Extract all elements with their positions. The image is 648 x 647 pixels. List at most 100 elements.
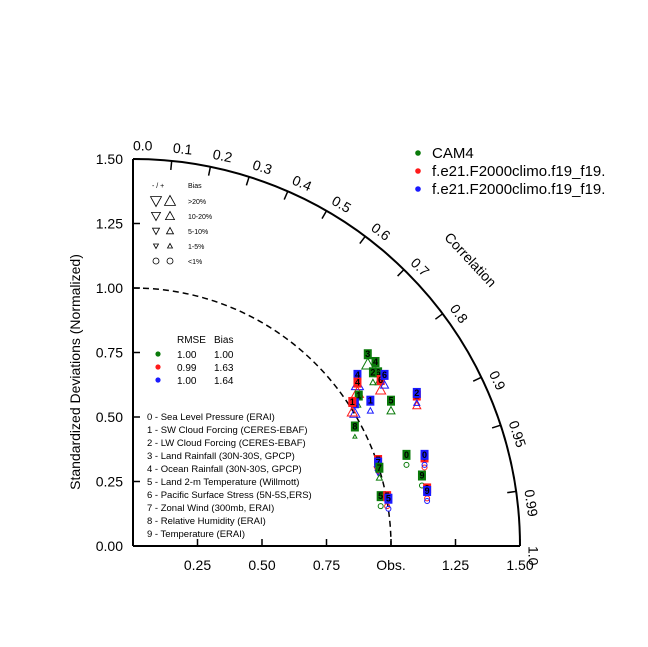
- rmse-table-value: 1.63: [214, 363, 234, 374]
- point-label-box: [376, 491, 385, 502]
- variable-list-item: 0 - Sea Level Pressure (ERAI): [147, 412, 275, 423]
- bias-legend-marker: [149, 196, 163, 208]
- point-label-box: [374, 457, 383, 468]
- x-tick-label: 1.50: [506, 557, 533, 573]
- legend-layer: CAM4f.e21.F2000climo.f19_f19.f.e21.F2000…: [147, 145, 605, 540]
- bias-legend-marker: [165, 226, 175, 235]
- corr-tick: [507, 490, 517, 494]
- series-legend-marker: [415, 186, 421, 192]
- bias-legend-label: 1-5%: [188, 244, 204, 251]
- series-legend-label: f.e21.F2000climo.f19_f19.: [432, 163, 605, 180]
- bias-legend-header: Bias: [188, 183, 202, 190]
- point-label: 6: [376, 367, 381, 377]
- point-marker: [374, 384, 387, 395]
- y-tick-label: 0.75: [96, 345, 123, 361]
- point-marker: [424, 497, 431, 504]
- point-label-box: [374, 367, 383, 378]
- x-tick-label: 1.25: [442, 557, 469, 573]
- point-label-box: [350, 421, 359, 432]
- bias-legend-marker: [152, 243, 160, 250]
- corr-tick-label: 0.1: [172, 140, 193, 158]
- point-marker: [352, 433, 358, 439]
- data-point: 9: [423, 485, 432, 504]
- data-point: 0: [420, 449, 429, 468]
- point-marker: [369, 378, 377, 386]
- corr-tick-label: 0.95: [506, 419, 530, 450]
- point-label: 8: [352, 421, 357, 431]
- series-legend-label: CAM4: [432, 145, 474, 162]
- series-legend-marker: [415, 150, 421, 156]
- rmse-table-marker: [155, 364, 161, 370]
- point-label: 5: [378, 491, 383, 501]
- y-tick-label: 1.00: [96, 280, 123, 296]
- axes-layer: 0.25 0.50 0.75 Obs. 1.25 1.500.000.250.500.75…: [96, 138, 542, 573]
- point-label-box: [376, 375, 385, 386]
- y-tick-label: 0.25: [96, 474, 123, 490]
- outer-arc: [132, 158, 521, 547]
- data-point: 6: [379, 369, 390, 389]
- series-legend-marker: [415, 168, 421, 174]
- y-axis-label: Standardized Deviations (Normalized): [67, 254, 83, 490]
- bias-legend-marker: [163, 194, 177, 206]
- rmse-table-value: 1.64: [214, 376, 234, 387]
- bias-legend-marker: [164, 210, 176, 221]
- variable-list-item: 2 - LW Cloud Forcing (CERES-EBAF): [147, 438, 306, 449]
- corr-tick: [170, 160, 173, 170]
- data-point: 1: [366, 395, 375, 414]
- point-label: 2: [370, 367, 375, 377]
- corr-tick-label: 0.9: [486, 368, 509, 393]
- bias-legend-header: - / +: [152, 183, 164, 190]
- variable-list-item: 9 - Temperature (ERAI): [147, 529, 245, 540]
- point-label: 9: [419, 471, 424, 481]
- point-marker: [412, 398, 421, 406]
- points-layer: 3462664411115228000777999555: [346, 349, 432, 512]
- point-label-box: [420, 449, 429, 460]
- point-label-box: [353, 369, 362, 380]
- data-point: 3: [360, 349, 375, 370]
- point-label: 9: [425, 486, 430, 496]
- point-label: 4: [373, 357, 378, 367]
- corr-tick-label: 0.0: [133, 138, 153, 154]
- point-label: 1: [368, 396, 373, 406]
- correlation-label: Correlation: [441, 229, 499, 290]
- corr-tick-label: 0.99: [521, 488, 541, 517]
- point-label-box: [402, 449, 411, 460]
- bias-legend-label: <1%: [188, 259, 202, 266]
- data-point: 6: [374, 375, 387, 395]
- corr-tick-label: 0.6: [368, 219, 393, 244]
- point-label: 3: [365, 349, 370, 359]
- bias-legend-label: 10-20%: [188, 214, 212, 221]
- rmse-table-value: 1.00: [214, 350, 234, 361]
- point-marker: [379, 379, 390, 389]
- point-label: 7: [377, 463, 382, 473]
- variable-list-item: 8 - Relative Humidity (ERAI): [147, 516, 266, 527]
- data-point: 5: [384, 493, 393, 512]
- bias-legend-label: 5-10%: [188, 229, 208, 236]
- point-label: 0: [404, 450, 409, 460]
- corr-tick: [434, 313, 444, 320]
- point-label-box: [412, 387, 421, 398]
- rmse-table-value: 1.00: [177, 350, 197, 361]
- data-point: 5: [386, 395, 396, 415]
- point-label-box: [348, 396, 357, 407]
- data-point: 2: [368, 367, 377, 386]
- data-point: 8: [350, 421, 359, 439]
- rmse-table-marker: [155, 351, 161, 357]
- point-label: 6: [378, 375, 383, 385]
- data-point: 0: [402, 449, 411, 468]
- point-marker: [385, 505, 392, 512]
- corr-tick: [472, 376, 482, 382]
- y-tick-label: 1.25: [96, 216, 123, 232]
- rmse-table-header: RMSE: [177, 335, 206, 346]
- point-label-box: [363, 349, 372, 360]
- variable-list-item: 5 - Land 2-m Temperature (Willmott): [147, 477, 299, 488]
- corr-tick: [283, 191, 289, 200]
- corr-tick: [491, 424, 501, 429]
- rmse-table-marker: [155, 377, 161, 383]
- rmse-table-value: 0.99: [177, 363, 197, 374]
- y-tick-label: 0.00: [96, 538, 123, 554]
- point-label-box: [423, 485, 432, 496]
- point-label-box: [387, 395, 395, 406]
- point-marker: [360, 357, 375, 370]
